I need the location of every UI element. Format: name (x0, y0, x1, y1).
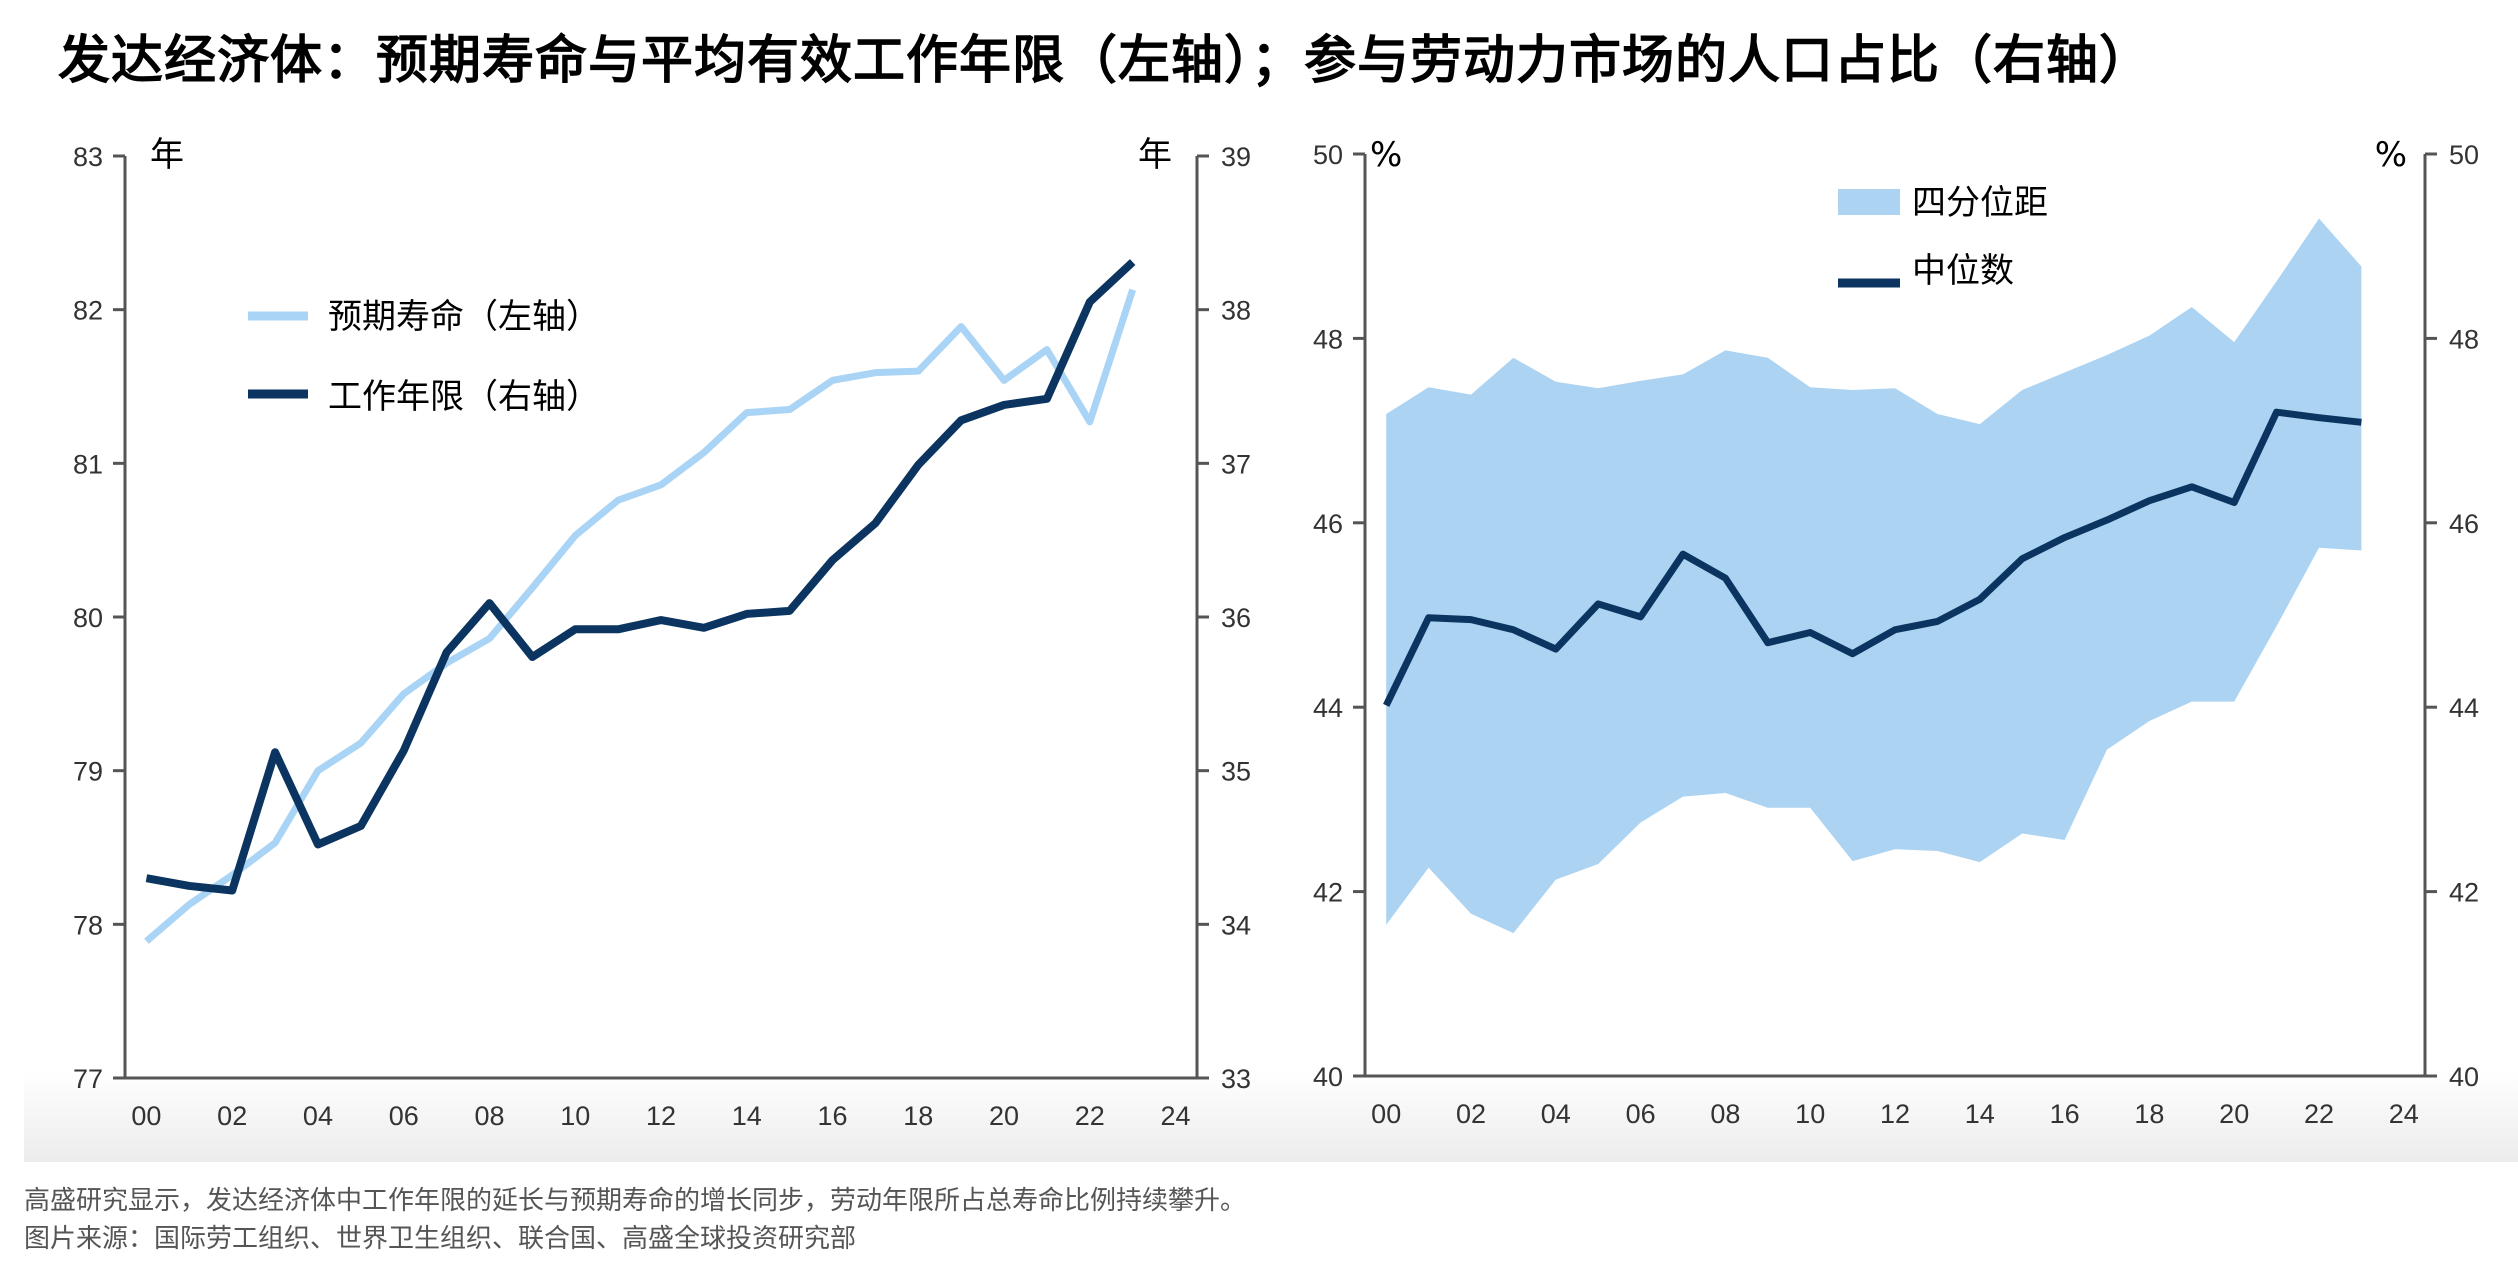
x-axis-tick-label: 24 (1161, 1101, 1191, 1131)
x-axis-tick-label: 12 (646, 1101, 676, 1131)
left-axis-tick-label: 77 (73, 1064, 103, 1094)
legend-swatch-iqr (1838, 189, 1900, 215)
left-axis-unit: % (1370, 135, 1402, 175)
x-axis-tick-label: 14 (732, 1101, 762, 1131)
right-axis-tick-label: 35 (1221, 757, 1251, 787)
x-axis-tick-label: 02 (1456, 1099, 1486, 1129)
left-axis-tick-label: 80 (73, 603, 103, 633)
legend-label-iqr: 四分位距 (1912, 183, 2048, 223)
right-axis-tick-label: 42 (2449, 878, 2479, 908)
legend-label-median: 中位数 (1912, 251, 2014, 291)
x-axis-tick-label: 18 (903, 1101, 933, 1131)
left-axis-tick-label: 78 (73, 910, 103, 940)
right-axis-tick-label: 37 (1221, 449, 1251, 479)
right-axis-tick-label: 33 (1221, 1064, 1251, 1094)
page-title: 发达经济体：预期寿命与平均有效工作年限（左轴）；参与劳动力市场的人口占比（右轴） (58, 31, 2153, 91)
left-axis-tick-label: 44 (1313, 693, 1343, 723)
right-axis-tick-label: 46 (2449, 509, 2479, 539)
left-axis-tick-label: 79 (73, 757, 103, 787)
right-axis-tick-label: 50 (2449, 140, 2479, 170)
series-line-median (1383, 408, 2362, 707)
left-axis-tick-label: 82 (73, 296, 103, 326)
x-axis-tick-label: 10 (560, 1101, 590, 1131)
x-axis-tick-label: 24 (2389, 1099, 2419, 1129)
footer-note: 高盛研究显示，发达经济体中工作年限的延长与预期寿命的增长同步，劳动年限所占总寿命… (24, 1186, 1247, 1216)
left-axis-tick-label: 48 (1313, 324, 1343, 354)
x-axis-tick-label: 08 (474, 1101, 504, 1131)
left-axis-tick-label: 40 (1313, 1062, 1343, 1092)
right-axis-tick-label: 38 (1221, 296, 1251, 326)
legend-label-life-expectancy: 预期寿命（左轴） (328, 297, 600, 337)
x-axis-tick-label: 20 (2219, 1099, 2249, 1129)
right-axis-tick-label: 48 (2449, 324, 2479, 354)
x-axis-tick-label: 16 (2050, 1099, 2080, 1129)
chart-background-band (24, 1070, 2518, 1162)
x-axis-tick-label: 04 (1541, 1099, 1571, 1129)
left-axis-tick-label: 81 (73, 449, 103, 479)
left-axis-tick-label: 42 (1313, 878, 1343, 908)
x-axis-tick-label: 00 (131, 1101, 161, 1131)
right-axis-tick-label: 40 (2449, 1062, 2479, 1092)
x-axis-tick-label: 22 (2304, 1099, 2334, 1129)
series-band-iqr (1386, 218, 2362, 934)
x-axis-tick-label: 16 (817, 1101, 847, 1131)
right-axis-unit: 年 (1138, 135, 1172, 175)
right-axis-tick-label: 39 (1221, 142, 1251, 172)
x-axis-tick-label: 06 (1626, 1099, 1656, 1129)
footer-source: 图片来源：国际劳工组织、世界卫生组织、联合国、高盛全球投资研究部 (24, 1224, 857, 1254)
legend: 预期寿命（左轴） 工作年限（右轴） (248, 297, 600, 417)
right-axis-tick-label: 34 (1221, 910, 1251, 940)
x-axis-tick-label: 08 (1710, 1099, 1740, 1129)
x-axis-tick-label: 20 (989, 1101, 1019, 1131)
series-line-working-years (145, 259, 1136, 895)
x-axis-tick-label: 22 (1075, 1101, 1105, 1131)
x-axis-tick-label: 00 (1371, 1099, 1401, 1129)
left-axis-unit: 年 (150, 135, 184, 175)
right-axis-tick-label: 36 (1221, 603, 1251, 633)
right-axis-unit: % (2375, 135, 2407, 175)
left-axis-tick-label: 83 (73, 142, 103, 172)
legend-label-working-years: 工作年限（右轴） (328, 377, 600, 417)
chart-life-expectancy-working-years: 年 年 77 78 79 80 81 82 83 33 34 35 36 37 38 39 00 02 04 06… (73, 135, 1251, 1131)
footer: 高盛研究显示，发达经济体中工作年限的延长与预期寿命的增长同步，劳动年限所占总寿命… (24, 1182, 1246, 1258)
x-axis-tick-label: 02 (217, 1101, 247, 1131)
left-axis-tick-label: 46 (1313, 509, 1343, 539)
chart-labor-participation: % % 40 42 44 46 48 50 40 42 44 46 48 50 00 02 04 06 08 10… (1313, 135, 2479, 1129)
x-axis-tick-label: 06 (389, 1101, 419, 1131)
x-axis-tick-label: 04 (303, 1101, 333, 1131)
x-axis-tick-label: 14 (1965, 1099, 1995, 1129)
x-axis-tick-label: 10 (1795, 1099, 1825, 1129)
x-axis-tick-label: 12 (1880, 1099, 1910, 1129)
x-axis-tick-label: 18 (2134, 1099, 2164, 1129)
right-axis-tick-label: 44 (2449, 693, 2479, 723)
left-axis-tick-label: 50 (1313, 140, 1343, 170)
series-line-life-expectancy (144, 288, 1137, 944)
legend: 四分位距 中位数 (1838, 183, 2048, 291)
